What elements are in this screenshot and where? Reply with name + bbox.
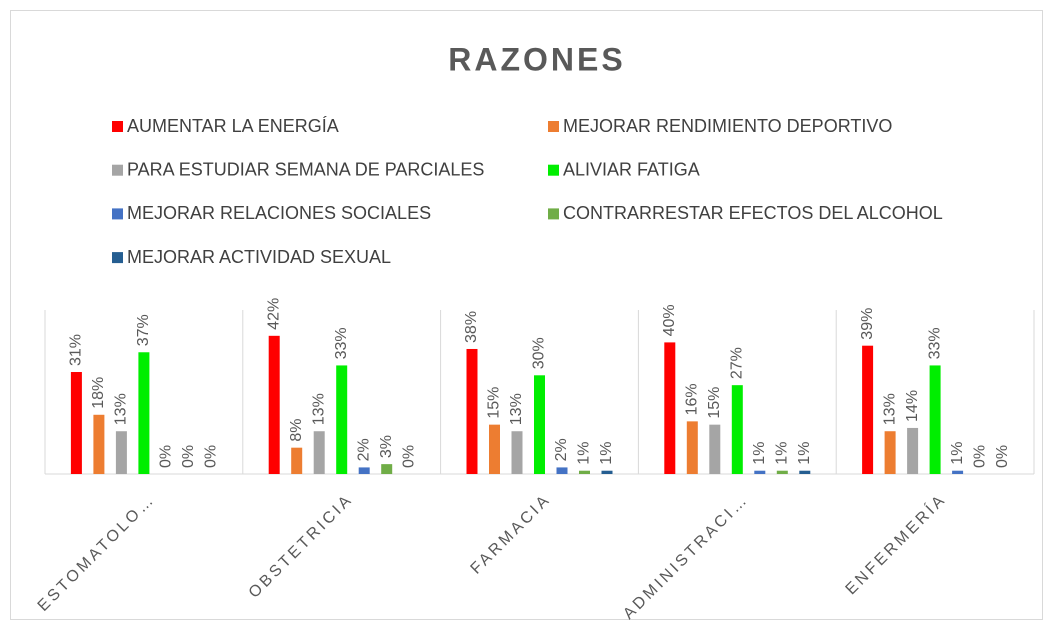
legend-label: CONTRARRESTAR EFECTOS DEL ALCOHOL bbox=[563, 203, 943, 223]
legend-label: AUMENTAR LA ENERGÍA bbox=[127, 116, 339, 136]
data-label: 1% bbox=[796, 442, 813, 465]
chart-frame bbox=[10, 10, 1043, 620]
data-label: 16% bbox=[684, 383, 701, 415]
bar bbox=[601, 470, 613, 474]
data-label: 38% bbox=[463, 311, 480, 343]
data-label: 2% bbox=[355, 438, 372, 461]
bar bbox=[579, 470, 590, 474]
bar bbox=[709, 424, 721, 474]
bar bbox=[268, 335, 280, 474]
data-label: 13% bbox=[881, 393, 898, 425]
legend-label: ALIVIAR FATIGA bbox=[563, 159, 700, 179]
data-label: 0% bbox=[400, 445, 417, 468]
data-label: 40% bbox=[661, 304, 678, 336]
data-label: 15% bbox=[486, 387, 503, 419]
bar bbox=[489, 424, 500, 474]
bar bbox=[534, 375, 545, 474]
bar bbox=[929, 365, 941, 474]
bar bbox=[556, 467, 568, 474]
data-label: 42% bbox=[265, 298, 282, 330]
bar bbox=[952, 470, 964, 474]
data-label: 0% bbox=[180, 445, 197, 468]
data-label: 2% bbox=[553, 438, 570, 461]
data-label: 33% bbox=[926, 327, 943, 359]
data-label: 33% bbox=[333, 327, 350, 359]
bar bbox=[799, 470, 811, 474]
legend-label: MEJORAR ACTIVIDAD SEXUAL bbox=[127, 247, 391, 267]
bar bbox=[907, 427, 919, 474]
data-label: 27% bbox=[729, 347, 746, 379]
legend-swatch bbox=[548, 164, 559, 176]
bar bbox=[291, 447, 303, 474]
data-label: 0% bbox=[203, 445, 220, 468]
legend-swatch bbox=[548, 121, 559, 132]
data-label: 30% bbox=[531, 337, 548, 369]
data-label: 31% bbox=[68, 334, 85, 366]
legend-swatch bbox=[112, 252, 123, 264]
legend-swatch bbox=[112, 164, 123, 176]
legend-label: MEJORAR RELACIONES SOCIALES bbox=[127, 203, 431, 223]
bar bbox=[313, 431, 325, 474]
data-label: 1% bbox=[598, 442, 615, 465]
bar bbox=[138, 352, 150, 474]
bar bbox=[381, 464, 393, 474]
data-label: 15% bbox=[706, 387, 723, 419]
data-label: 1% bbox=[751, 442, 768, 465]
data-label: 37% bbox=[135, 314, 152, 346]
bar bbox=[336, 365, 348, 474]
bar bbox=[115, 431, 127, 474]
legend-label: PARA ESTUDIAR SEMANA DE PARCIALES bbox=[127, 159, 484, 179]
data-label: 13% bbox=[310, 393, 327, 425]
data-label: 13% bbox=[508, 393, 525, 425]
bar bbox=[731, 385, 743, 474]
data-label: 0% bbox=[158, 445, 175, 468]
bar bbox=[664, 342, 676, 474]
data-label: 0% bbox=[971, 445, 988, 468]
bar bbox=[466, 348, 478, 474]
data-label: 1% bbox=[949, 442, 966, 465]
data-label: 0% bbox=[994, 445, 1011, 468]
data-label: 8% bbox=[288, 419, 305, 442]
bar bbox=[70, 372, 82, 474]
data-label: 39% bbox=[859, 308, 876, 340]
legend-label: MEJORAR RENDIMIENTO DEPORTIVO bbox=[563, 116, 892, 136]
data-label: 13% bbox=[113, 393, 130, 425]
bar bbox=[686, 421, 698, 474]
data-label: 18% bbox=[90, 377, 107, 409]
data-label: 1% bbox=[774, 442, 791, 465]
bar bbox=[754, 470, 766, 474]
data-label: 1% bbox=[576, 442, 593, 465]
data-label: 3% bbox=[378, 435, 395, 458]
data-label: 14% bbox=[904, 390, 921, 422]
bar bbox=[358, 467, 370, 474]
legend-swatch bbox=[112, 208, 123, 220]
bar bbox=[884, 431, 896, 474]
bar bbox=[511, 431, 523, 474]
bar bbox=[93, 414, 105, 474]
legend-swatch bbox=[112, 121, 123, 132]
chart-title: RAZONES bbox=[448, 41, 625, 77]
legend-swatch bbox=[548, 208, 559, 220]
bar bbox=[776, 470, 788, 474]
bar bbox=[862, 345, 874, 474]
